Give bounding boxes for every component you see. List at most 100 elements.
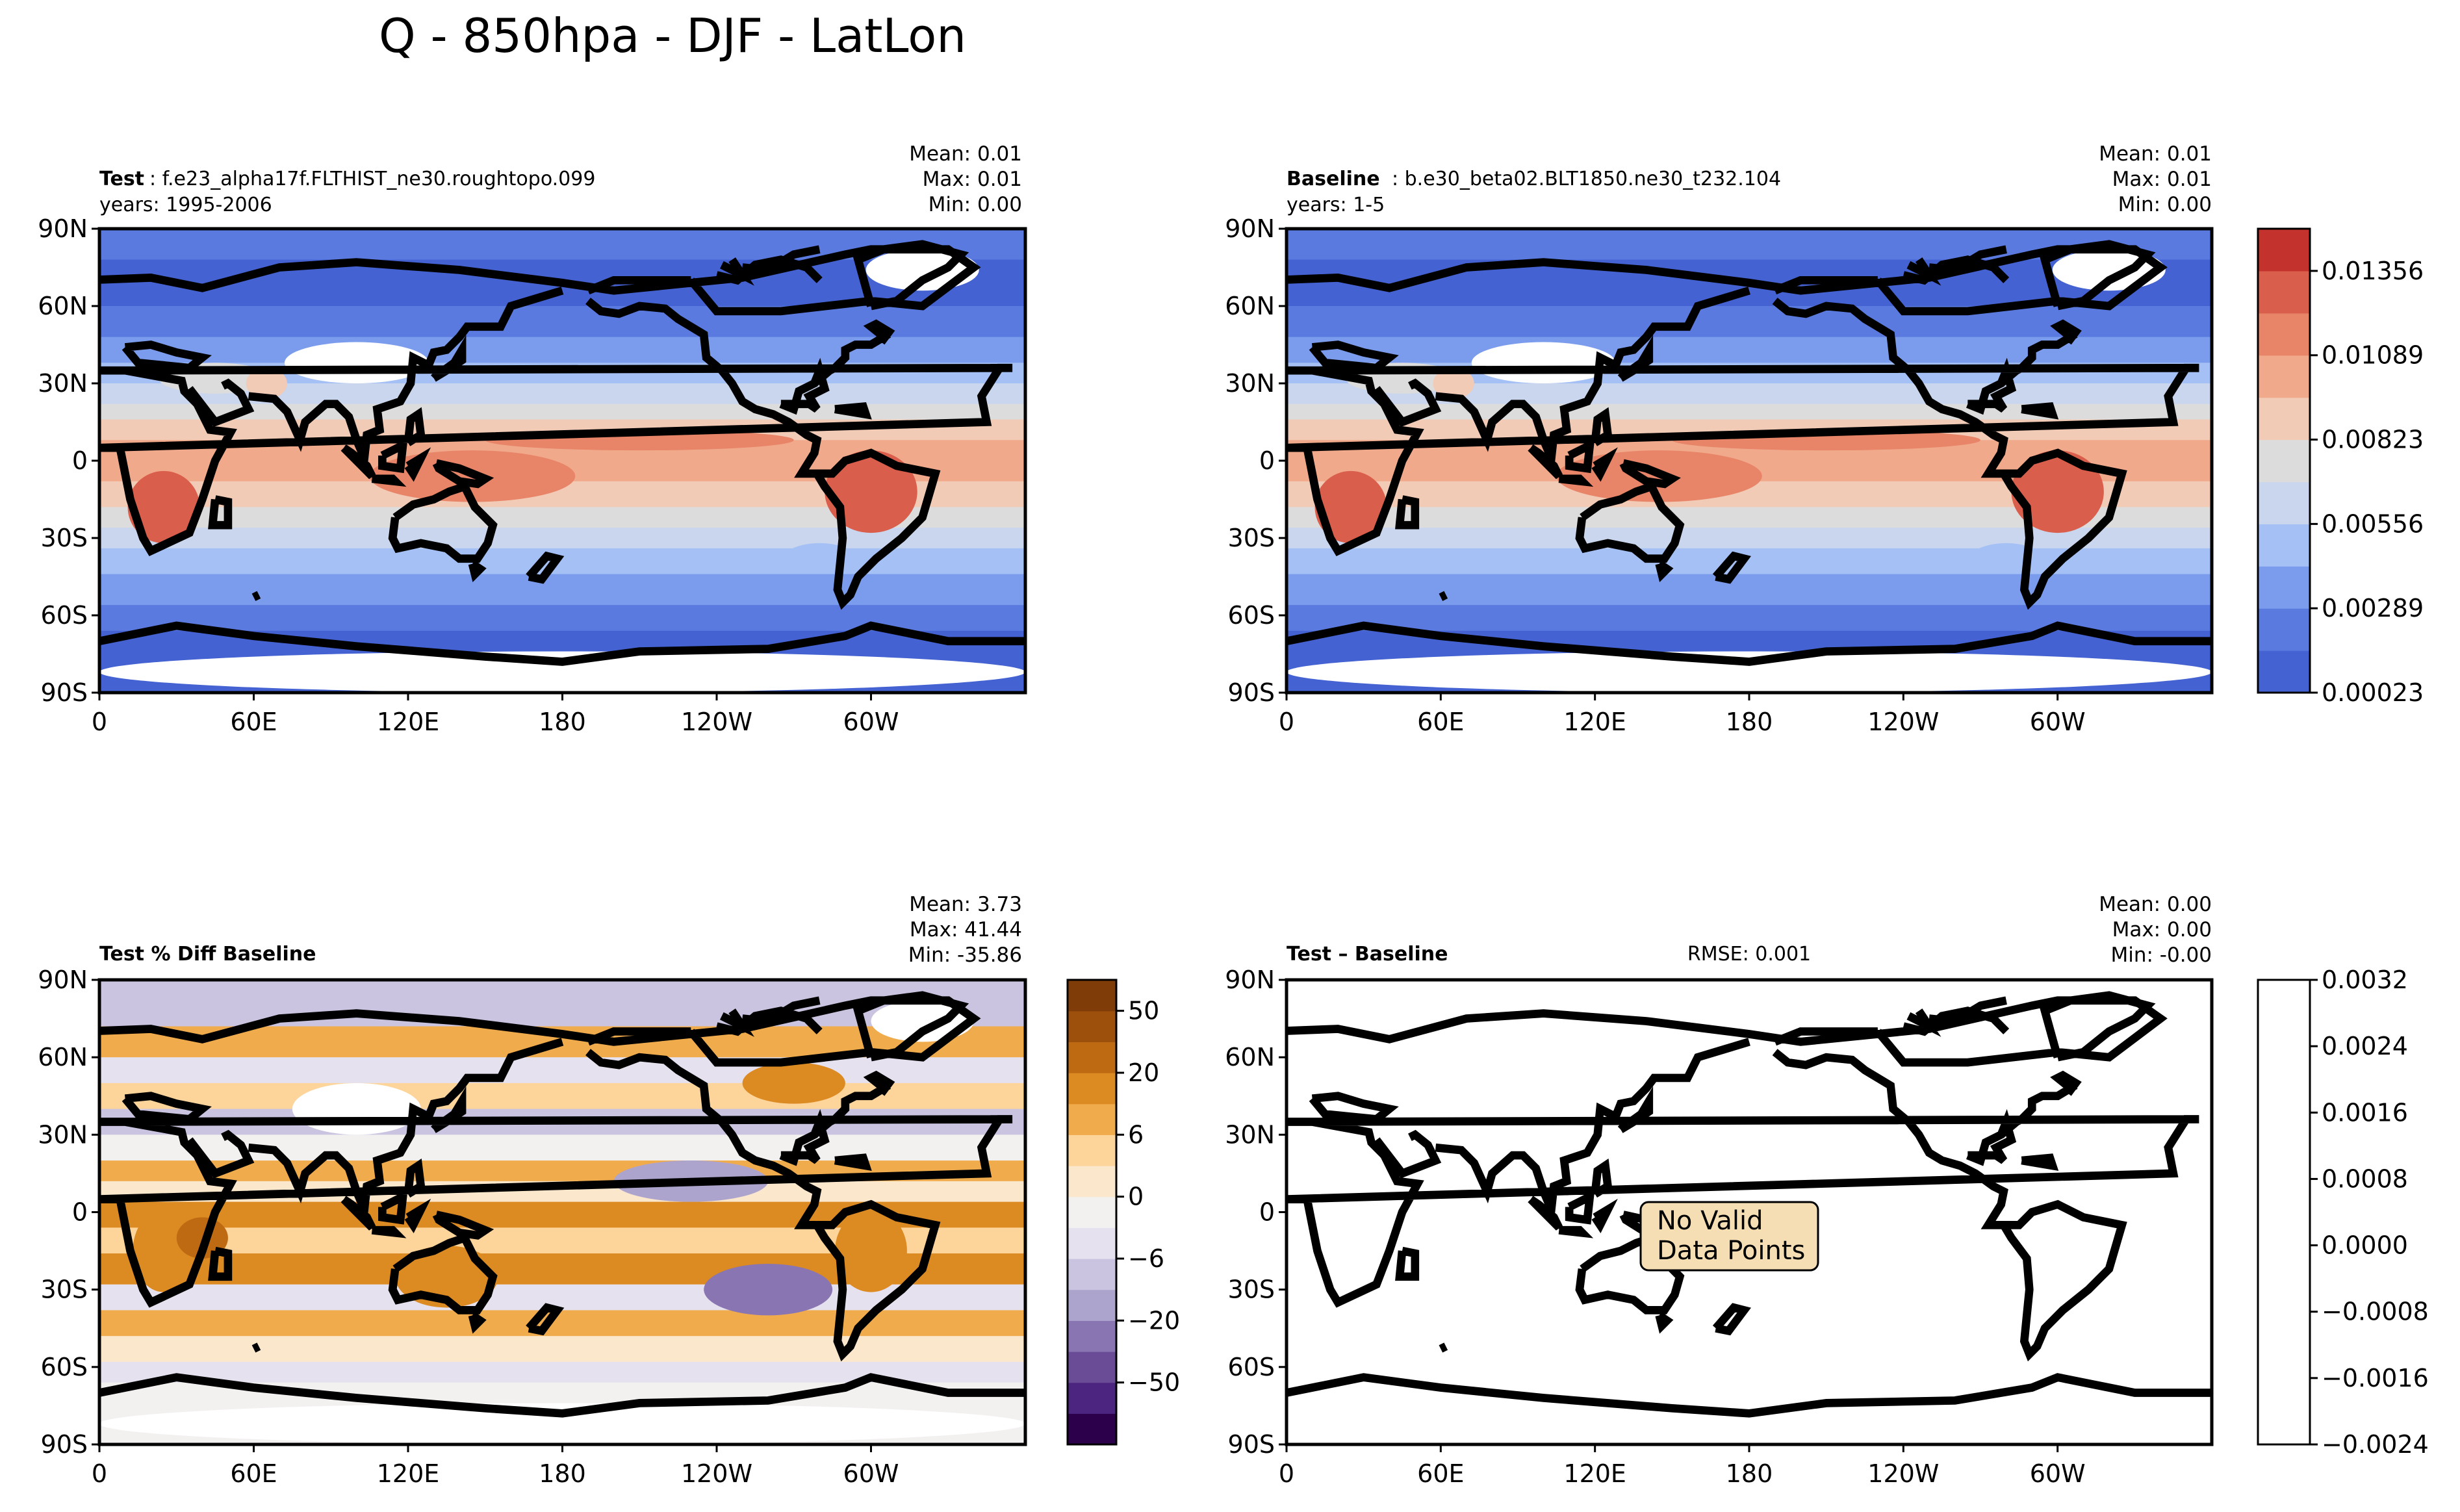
baseline-colorbar-swatch [2258,650,2310,693]
diff-colorbar-tick-label: −0.0016 [2322,1364,2429,1392]
test-y-tick-label: 90N [38,214,88,243]
test-field-patch [825,450,917,533]
pct-diff-colorbar-swatch [1068,1042,1116,1073]
test-x-tick-label: 0 [92,708,107,736]
baseline-colorbar-tick-label: 0.00023 [2322,678,2424,707]
diff-panel: Test – Baseline RMSE: 0.001 Mean: 0.00 M… [1225,893,2214,1488]
pct-diff-y-axis: 90N 60N 30N 0 30S 60S 90S [38,966,99,1459]
diff-colorbar-frame [2257,979,2311,1446]
test-max: Max: 0.01 [923,168,1022,191]
pct-diff-colorbar-tick-label: 20 [1128,1058,1159,1087]
pct-diff-y-tick-label: 60N [38,1043,88,1071]
baseline-colorbar-frame [2257,227,2311,694]
diff-y-tick-label: 90N [1225,966,1275,994]
baseline-colorbar: 0.00023 0.00289 0.00556 0.00823 0.01089 0.013… [2257,227,2424,707]
pct-diff-colorbar-swatch [1068,1289,1116,1321]
pct-diff-colorbar-tick-label: −20 [1128,1306,1180,1335]
baseline-colorbar-swatch [2258,524,2310,567]
diff-x-tick-label: 60W [2030,1459,2086,1488]
pct-diff-colorbar-swatch [1068,1320,1116,1352]
diff-colorbar-tick-label: 0.0000 [2322,1231,2408,1260]
baseline-colorbar-tick-label: 0.00556 [2322,509,2424,538]
pct-diff-field-patch [99,1403,1025,1444]
diff-mean: Mean: 0.00 [2099,893,2212,916]
diff-x-tick-label: 180 [1726,1459,1773,1488]
pct-diff-colorbar-frame [1066,979,1118,1446]
test-x-tick-label: 120W [681,708,752,736]
pct-diff-y-tick-label: 30S [41,1275,88,1304]
pct-diff-field-band [99,1336,1025,1363]
test-y-tick-label: 0 [72,446,88,475]
baseline-y-tick-label: 60S [1228,601,1275,630]
baseline-field-patch [2011,450,2104,533]
test-x-tick-label: 60E [230,708,277,736]
pct-diff-field-patch [292,1083,421,1135]
diff-colorbar-tick-label: 0.0032 [2322,966,2408,994]
baseline-y-tick-label: 90S [1228,678,1275,707]
test-panel: Test : f.e23_alpha17f.FLTHIST_ne30.rough… [38,142,1027,736]
baseline-colorbar-swatch [2258,355,2310,398]
baseline-field-patch [1287,651,2212,693]
test-x-axis: 0 60E 120E 180 120W 60W [92,693,899,736]
pct-diff-colorbar-swatch [1068,1227,1116,1259]
pct-diff-y-tick-label: 0 [72,1198,88,1227]
no-data-annotation-box [1639,1201,1819,1272]
test-years: years: 1995-2006 [99,194,272,216]
test-field-patch [246,368,287,399]
diff-y-tick-label: 30S [1228,1275,1275,1304]
pct-diff-x-tick-label: 120W [681,1459,752,1488]
baseline-mean: Mean: 0.01 [2099,142,2212,166]
test-y-tick-label: 30S [41,524,88,552]
test-min: Min: 0.00 [929,193,1022,216]
pct-diff-colorbar-swatch [1068,1413,1116,1445]
pct-diff-colorbar-swatch [1068,1103,1116,1135]
baseline-colorbar-swatch [2258,229,2310,272]
baseline-label-bold: Baseline [1287,168,1380,190]
no-data-line-1: No Valid [1657,1206,1763,1236]
pct-diff-field-patch [704,1263,833,1316]
test-field-patch [99,651,1025,693]
test-field-patch [284,342,429,383]
baseline-max: Max: 0.01 [2112,168,2212,191]
pct-diff-x-tick-label: 0 [92,1459,107,1488]
pct-diff-field-band [99,1310,1025,1337]
baseline-colorbar-swatch [2258,313,2310,356]
pct-diff-field-patch [835,1209,907,1292]
test-field-patch [127,470,200,543]
diff-y-tick-label: 30N [1225,1120,1275,1149]
baseline-colorbar-swatch [2258,439,2310,483]
pct-diff-y-tick-label: 60S [41,1353,88,1381]
baseline-colorbar-tick-label: 0.00823 [2322,426,2424,454]
pct-diff-y-tick-label: 30N [38,1120,88,1149]
baseline-colorbar-swatch [2258,608,2310,651]
diff-y-tick-label: 90S [1228,1430,1275,1459]
diff-y-tick-label: 60S [1228,1353,1275,1381]
diff-x-tick-label: 60E [1417,1459,1464,1488]
diff-x-tick-label: 120E [1563,1459,1626,1488]
diff-rmse: RMSE: 0.001 [1687,943,1811,966]
pct-diff-y-tick-label: 90S [41,1430,88,1459]
pct-diff-y-tick-label: 90N [38,966,88,994]
test-field-band [99,306,1025,338]
pct-diff-label: Test % Diff Baseline [99,943,316,966]
diff-label: Test – Baseline [1287,943,1448,966]
test-y-tick-label: 90S [41,678,88,707]
diff-min: Min: -0.00 [2110,943,2212,967]
no-data-line-2: Data Points [1657,1236,1805,1266]
test-mean: Mean: 0.01 [909,142,1022,166]
test-x-tick-label: 120E [377,708,440,736]
pct-diff-colorbar-swatch [1068,1382,1116,1414]
pct-diff-colorbar-tick-label: 50 [1128,997,1159,1025]
test-y-tick-label: 60N [38,292,88,320]
baseline-panel: Baseline : b.e30_beta02.BLT1850.ne30_t23… [1225,142,2214,736]
diff-colorbar-tick-label: −0.0024 [2322,1430,2429,1459]
pct-diff-mean: Mean: 3.73 [909,893,1022,916]
baseline-field-band [1287,574,2212,606]
baseline-x-tick-label: 120W [1867,708,1939,736]
pct-diff-panel: Test % Diff Baseline Mean: 3.73 Max: 41.… [38,893,1027,1488]
pct-diff-x-tick-label: 180 [539,1459,586,1488]
baseline-field-patch [1314,470,1387,543]
pct-diff-colorbar-tick-label: −50 [1128,1368,1180,1397]
baseline-y-tick-label: 0 [1259,446,1275,475]
